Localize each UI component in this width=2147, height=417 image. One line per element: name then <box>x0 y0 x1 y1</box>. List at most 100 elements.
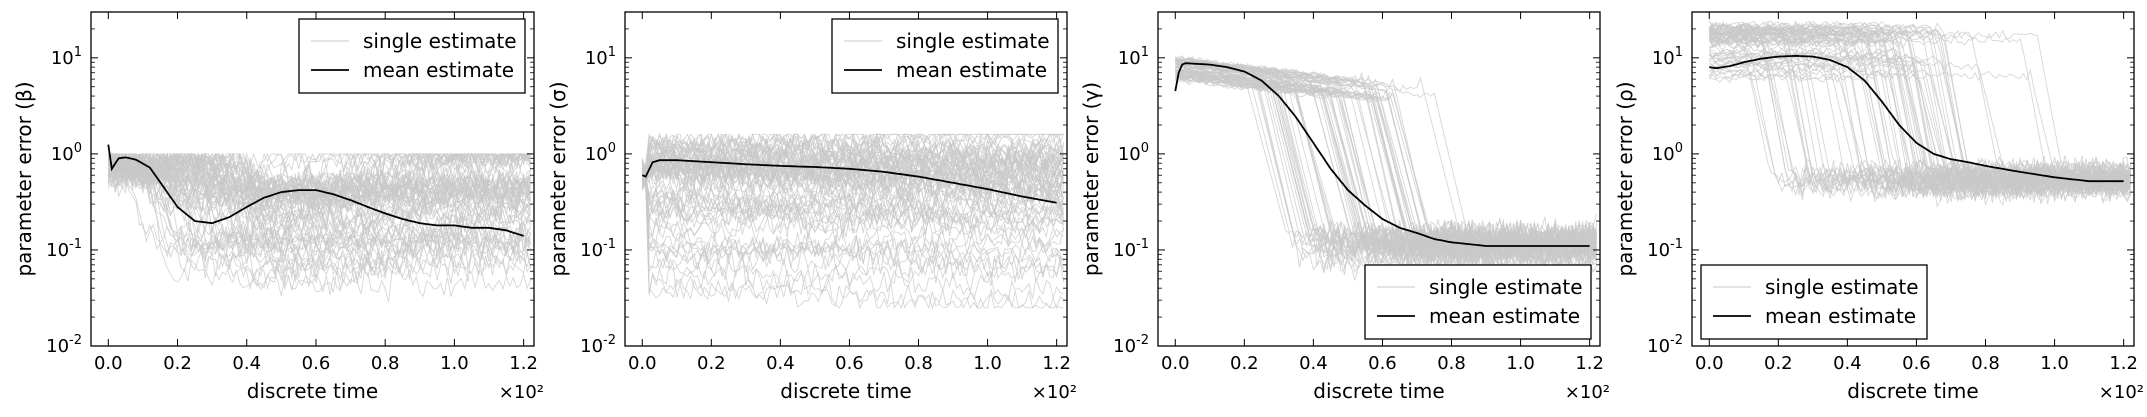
single-estimate-line <box>641 168 1064 218</box>
legend-label: single estimate <box>363 29 517 53</box>
legend-label: mean estimate <box>896 58 1047 82</box>
legend-box <box>298 18 526 94</box>
x-tick-label: 0.0 <box>628 353 657 374</box>
y-tick-label: 10-1 <box>1647 237 1683 261</box>
x-tick-label: 1.2 <box>2109 353 2138 374</box>
x-tick-label: 0.4 <box>766 353 795 374</box>
mean-estimate-line <box>1709 54 2124 183</box>
mean-estimate-series <box>1174 62 1590 247</box>
x-tick-label: 0.6 <box>1902 353 1931 374</box>
single-estimate-line <box>107 152 531 208</box>
y-tick-label: 10-1 <box>1113 237 1149 261</box>
chart-panel-1: 0.0 0.2 0.4 0.6 0.8 1.0 1.2 10-2 10-1 100 101 discr… <box>12 11 544 403</box>
y-tick-label: 101 <box>51 45 82 69</box>
chart-panel-2: 0.0 0.2 0.4 0.6 0.8 1.0 1.2 10-2 10-1 100 101 discr… <box>546 11 1077 403</box>
x-tick-label: 0.2 <box>163 353 192 374</box>
single-estimate-line <box>641 176 1064 246</box>
chart-panel-3: 0.0 0.2 0.4 0.6 0.8 1.0 1.2 10-2 10-1 100 101 discr… <box>1079 11 1610 403</box>
mean-estimate-series <box>107 144 524 237</box>
single-estimate-line <box>107 152 531 211</box>
single-estimate-traces <box>107 152 531 303</box>
single-estimate-line <box>641 134 1064 182</box>
single-estimate-line <box>1175 72 1597 261</box>
x-tick-label: 0.6 <box>302 353 331 374</box>
single-estimate-traces <box>641 132 1064 310</box>
mean-estimate-line <box>1174 62 1590 247</box>
single-estimate-line <box>641 169 1064 229</box>
x-tick-label: 0.2 <box>1230 353 1259 374</box>
single-estimate-traces <box>1174 55 1597 281</box>
y-tick-label: 101 <box>585 45 616 69</box>
y-axis-label: parameter error (β) <box>12 81 36 276</box>
single-estimate-line <box>1708 21 2131 190</box>
y-axis-label: parameter error (γ) <box>1079 82 1103 276</box>
x-tick-label: 0.0 <box>1695 353 1724 374</box>
single-estimate-line <box>1175 69 1597 251</box>
y-tick-label: 10-1 <box>580 237 616 261</box>
single-estimate-line <box>1175 69 1597 266</box>
legend-label: mean estimate <box>1765 304 1916 328</box>
plot-frame <box>624 11 1068 347</box>
x-tick-label: 1.0 <box>2040 353 2069 374</box>
single-estimate-line <box>641 163 1064 310</box>
y-tick-label: 100 <box>585 141 616 165</box>
x-tick-label: 1.0 <box>440 353 469 374</box>
x-tick-label: 1.2 <box>509 353 538 374</box>
x-tick-label: 0.6 <box>835 353 864 374</box>
single-estimate-line <box>641 179 1064 269</box>
single-estimate-line <box>1175 55 1597 272</box>
x-tick-label: 0.2 <box>697 353 726 374</box>
single-estimate-line <box>107 152 531 204</box>
x-tick-label: 0.8 <box>371 353 400 374</box>
x-axis-label: discrete time <box>1847 379 1978 403</box>
x-axis-label: discrete time <box>780 379 911 403</box>
single-estimate-line <box>1709 55 2131 195</box>
single-estimate-line <box>1175 77 1597 258</box>
single-estimate-line <box>1708 37 2131 194</box>
y-tick-label: 100 <box>51 141 82 165</box>
legend: single estimate mean estimate <box>831 18 1059 94</box>
single-estimate-line <box>641 172 1064 239</box>
single-estimate-line <box>107 154 531 259</box>
legend-label: mean estimate <box>1429 304 1580 328</box>
single-estimate-line <box>642 151 1064 202</box>
legend: single estimate mean estimate <box>298 18 526 94</box>
single-estimate-line <box>642 181 1064 283</box>
legend-box <box>831 18 1059 94</box>
single-estimate-line <box>641 178 1064 225</box>
y-tick-label: 100 <box>1118 141 1149 165</box>
single-estimate-line <box>107 161 531 295</box>
x-tick-label: 0.4 <box>1299 353 1328 374</box>
x-tick-label: 0.8 <box>904 353 933 374</box>
chart-panel-4: 0.0 0.2 0.4 0.6 0.8 1.0 1.2 10-2 10-1 100 101 discr… <box>1613 11 2144 403</box>
y-tick-label: 101 <box>1118 45 1149 69</box>
single-estimate-line <box>641 137 1064 178</box>
x-tick-label: 1.0 <box>973 353 1002 374</box>
single-estimate-line <box>641 181 1064 279</box>
single-estimate-line <box>641 164 1064 303</box>
legend-label: single estimate <box>1429 275 1583 299</box>
single-estimate-line <box>641 168 1064 246</box>
x-tick-label: 0.2 <box>1764 353 1793 374</box>
single-estimate-line <box>641 177 1064 270</box>
single-estimate-line <box>1175 74 1597 258</box>
legend-label: single estimate <box>1765 275 1919 299</box>
y-tick-label: 10-2 <box>46 333 82 357</box>
x-axis-multiplier: ×10² <box>499 382 544 403</box>
y-tick-label: 10-2 <box>580 333 616 357</box>
single-estimate-line <box>641 170 1064 244</box>
single-estimate-line <box>1175 58 1597 259</box>
plot-frame <box>1691 11 2135 347</box>
single-estimate-line <box>1709 28 2131 199</box>
x-axis-label: discrete time <box>1313 379 1444 403</box>
single-estimate-line <box>642 181 1064 227</box>
single-estimate-line <box>642 171 1064 267</box>
x-tick-label: 0.8 <box>1437 353 1466 374</box>
plot-frame <box>1157 11 1601 347</box>
x-axis-multiplier: ×10² <box>1565 382 1610 403</box>
y-tick-label: 10-2 <box>1113 333 1149 357</box>
single-estimate-line <box>641 132 1064 186</box>
x-tick-label: 1.2 <box>1575 353 1604 374</box>
mean-estimate-series <box>1709 54 2124 183</box>
x-axis-multiplier: ×10² <box>1032 382 1077 403</box>
